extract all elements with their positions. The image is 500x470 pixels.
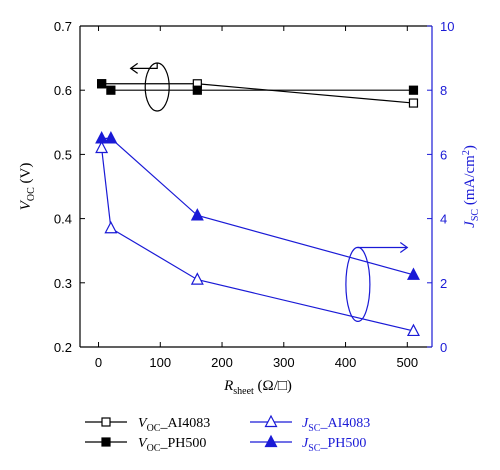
legend-label: VOC_PH500 — [138, 436, 206, 454]
legend-marker — [264, 434, 278, 448]
series-jsc-ph500 — [95, 131, 420, 280]
series-line — [101, 83, 414, 91]
left-y-tick-label: 0.7 — [54, 19, 72, 34]
left-y-axis-title-main: V — [18, 199, 34, 210]
legend-label: VOC_AI4083 — [138, 416, 210, 434]
left-y-tick-label: 0.2 — [54, 340, 72, 355]
data-point — [106, 85, 116, 95]
right-y-axis-title-main: J — [462, 220, 478, 228]
legend-label-name: _PH500 — [319, 436, 366, 451]
x-tick-label: 500 — [396, 355, 418, 370]
x-tick-label: 0 — [95, 355, 102, 370]
data-point — [97, 79, 107, 89]
legend-entry: JSC_PH500 — [250, 434, 366, 454]
x-axis-title-unit: (Ω/□) — [254, 378, 292, 394]
legend-label-quantity: V — [138, 436, 148, 451]
axis-layer: 0 100 200 300 400 500 0.2 0.3 0.4 0.5 0.6 0.7 0 2 4 6 8 1… — [18, 19, 481, 397]
left-y-tick-label: 0.5 — [54, 147, 72, 162]
series-line — [101, 137, 414, 276]
left-y-axis-title: VOC (V) — [18, 163, 37, 211]
right-y-tick-label: 4 — [440, 212, 447, 227]
right-y-axis-title-sub: SC — [470, 209, 481, 222]
series-layer — [95, 79, 420, 337]
data-point — [406, 267, 420, 280]
legend-label-quantity: J — [302, 416, 309, 431]
legend-entry: JSC_AI4083 — [250, 414, 370, 434]
right-y-tick-label: 0 — [440, 340, 447, 355]
right-y-tick-label: 8 — [440, 83, 447, 98]
legend-label-name: _PH500 — [159, 436, 206, 451]
voc-arrowhead — [129, 62, 138, 74]
left-y-tick-label: 0.6 — [54, 83, 72, 98]
voc-arrow-line — [130, 62, 158, 69]
legend-label-name: _AI4083 — [319, 416, 370, 431]
legend-label-sub: OC — [147, 423, 161, 434]
legend-label-name: _AI4083 — [159, 416, 210, 431]
right-y-axis-title-unit: (mA/cm — [462, 155, 478, 209]
right-y-tick-label: 6 — [440, 147, 447, 162]
legend-marker — [101, 437, 111, 447]
legend-entry: VOC_PH500 — [85, 436, 206, 454]
data-point — [95, 131, 109, 144]
voc-group-ellipse — [144, 62, 170, 112]
right-y-axis-title-sup: 2 — [461, 150, 472, 155]
legend-label: JSC_AI4083 — [302, 416, 370, 434]
data-point — [406, 323, 420, 337]
series-line — [101, 147, 414, 332]
right-y-axis-title: JSC (mA/cm2) — [461, 145, 481, 228]
x-tick-label: 400 — [335, 355, 357, 370]
right-y-axis-title-close: ) — [462, 145, 478, 150]
data-point — [408, 98, 419, 108]
x-tick-label: 200 — [211, 355, 233, 370]
x-axis-title-sub: sheet — [233, 386, 254, 397]
left-y-axis-title-sub: OC — [26, 187, 37, 201]
x-axis-title-main: R — [223, 378, 233, 394]
legend-entry: VOC_AI4083 — [85, 416, 210, 434]
x-tick-label: 300 — [273, 355, 295, 370]
series-voc-ph500 — [97, 79, 419, 95]
legend-label: JSC_PH500 — [302, 436, 366, 454]
jsc-arrowhead — [399, 242, 409, 253]
data-point — [95, 140, 109, 154]
data-point — [190, 208, 204, 221]
left-y-tick-label: 0.3 — [54, 276, 72, 291]
legend-label-quantity: V — [138, 416, 148, 431]
data-point — [190, 272, 204, 285]
legend-label-sub: SC — [308, 423, 321, 434]
legend-label-sub: OC — [147, 443, 161, 454]
legend-label-quantity: J — [302, 436, 309, 451]
x-tick-label: 100 — [149, 355, 171, 370]
legend-marker — [264, 414, 278, 428]
right-y-tick-label: 10 — [440, 19, 454, 34]
right-y-tick-label: 2 — [440, 276, 447, 291]
legend-marker — [101, 417, 111, 427]
x-axis-title: Rsheet (Ω/□) — [223, 378, 292, 397]
data-point — [104, 131, 118, 144]
left-y-tick-label: 0.4 — [54, 212, 72, 227]
annotation-layer — [129, 62, 409, 323]
series-jsc-ai4083 — [95, 140, 420, 337]
data-point — [408, 85, 419, 95]
data-point — [104, 220, 118, 234]
legend-label-sub: SC — [308, 443, 321, 454]
series-line — [101, 83, 414, 104]
left-y-axis-title-unit: (V) — [18, 163, 34, 188]
data-point — [192, 85, 202, 95]
jsc-group-ellipse — [345, 246, 371, 323]
